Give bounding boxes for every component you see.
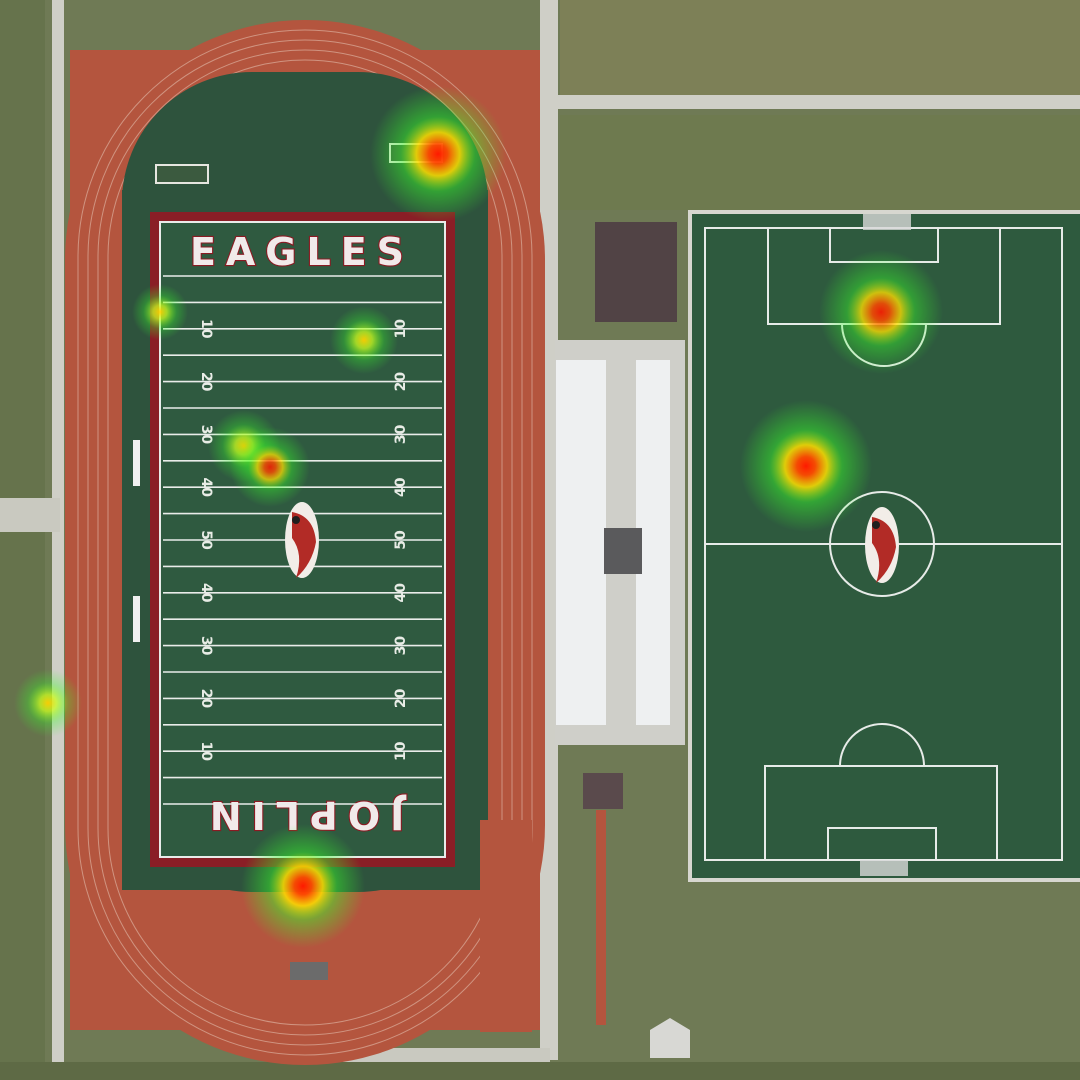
bench-visitor: [133, 596, 140, 642]
track-lanes: [77, 29, 533, 1056]
yard-number: 40: [393, 583, 409, 603]
yard-number: 20: [393, 688, 409, 708]
track-extension: [480, 820, 532, 1032]
yard-number: 20: [198, 372, 214, 392]
bleacher-center-building: [604, 528, 642, 574]
bench-home: [133, 440, 140, 486]
yard-number: 30: [393, 636, 409, 656]
soccer-goal-south: [860, 860, 908, 876]
gazebo: [650, 1018, 690, 1058]
yard-number: 10: [393, 741, 409, 761]
yard-number: 30: [393, 424, 409, 444]
yard-number: 20: [393, 372, 409, 392]
soccer-goal-north: [863, 214, 911, 230]
yard-number: 20: [198, 689, 214, 709]
heatmap-hotspot: [230, 427, 310, 507]
yard-number: 10: [198, 741, 214, 761]
yard-number: 10: [198, 319, 214, 339]
yard-number: 50: [198, 530, 214, 550]
track-shelter: [290, 962, 328, 980]
long-jump-pit: [155, 164, 209, 184]
sidewalk-north: [558, 95, 1080, 109]
heatmap-hotspot: [819, 250, 943, 374]
heatmap-hotspot: [132, 284, 188, 340]
grass-south: [0, 1062, 1080, 1080]
runway-strip: [596, 810, 606, 1025]
heatmap-hotspot: [740, 400, 872, 532]
eagle-logo-soccer: [865, 507, 899, 583]
yard-number: 40: [198, 477, 214, 497]
grass-lot-east: [560, 115, 1080, 210]
yard-number: 50: [393, 530, 409, 550]
heatmap-hotspot: [370, 86, 506, 222]
sidewalk-west: [52, 0, 64, 1080]
press-building: [595, 222, 677, 322]
grass-lot-north: [560, 0, 1080, 95]
heatmap-hotspot: [241, 824, 365, 948]
heatmap-hotspot: [14, 669, 82, 737]
end-zone-eagles: EAGLES: [190, 230, 414, 274]
yard-number: 40: [393, 477, 409, 497]
grass-strip-west: [0, 0, 45, 1080]
yard-lines: [163, 275, 442, 805]
yard-number: 30: [198, 636, 214, 656]
heatmap-hotspot: [330, 306, 398, 374]
eagle-logo-football: [285, 502, 319, 578]
concession-building: [583, 773, 623, 809]
heatmap-overlay: [14, 86, 943, 948]
bleacher-west: [556, 360, 606, 725]
yard-number: 40: [198, 583, 214, 603]
sidewalk-crossing: [0, 498, 60, 532]
